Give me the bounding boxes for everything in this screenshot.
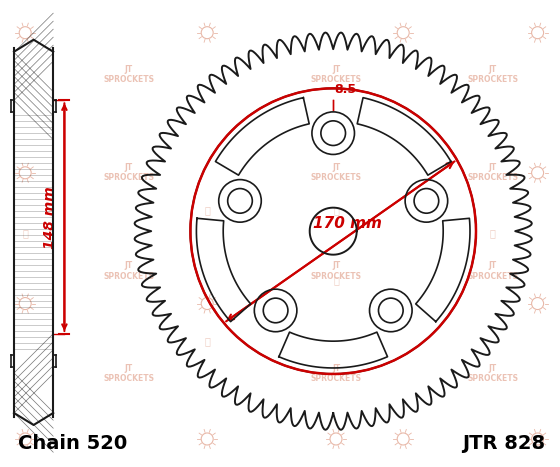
Text: 光: 光 <box>333 205 339 215</box>
Text: JT
SPROCKETS: JT SPROCKETS <box>467 261 519 281</box>
Text: JT
SPROCKETS: JT SPROCKETS <box>467 163 519 183</box>
Text: 光: 光 <box>490 228 496 239</box>
Text: JT
SPROCKETS: JT SPROCKETS <box>103 261 155 281</box>
Text: JT
SPROCKETS: JT SPROCKETS <box>467 65 519 85</box>
Text: 170 mm: 170 mm <box>313 216 382 231</box>
Text: 148 mm: 148 mm <box>44 186 58 248</box>
Text: JT
SPROCKETS: JT SPROCKETS <box>310 65 362 85</box>
Text: JT
SPROCKETS: JT SPROCKETS <box>310 163 362 183</box>
Text: 光: 光 <box>204 205 210 215</box>
Text: JTR 828: JTR 828 <box>462 434 545 453</box>
Text: JT
SPROCKETS: JT SPROCKETS <box>103 364 155 383</box>
Text: JT
SPROCKETS: JT SPROCKETS <box>310 261 362 281</box>
Text: 光: 光 <box>204 336 210 346</box>
Text: Chain 520: Chain 520 <box>18 434 127 453</box>
Text: JT
SPROCKETS: JT SPROCKETS <box>310 364 362 383</box>
Text: JT
SPROCKETS: JT SPROCKETS <box>103 65 155 85</box>
Text: 8.5: 8.5 <box>334 83 356 96</box>
Text: JT
SPROCKETS: JT SPROCKETS <box>103 163 155 183</box>
Text: 光: 光 <box>22 228 28 239</box>
Text: 光: 光 <box>333 275 339 285</box>
Text: JT
SPROCKETS: JT SPROCKETS <box>467 364 519 383</box>
